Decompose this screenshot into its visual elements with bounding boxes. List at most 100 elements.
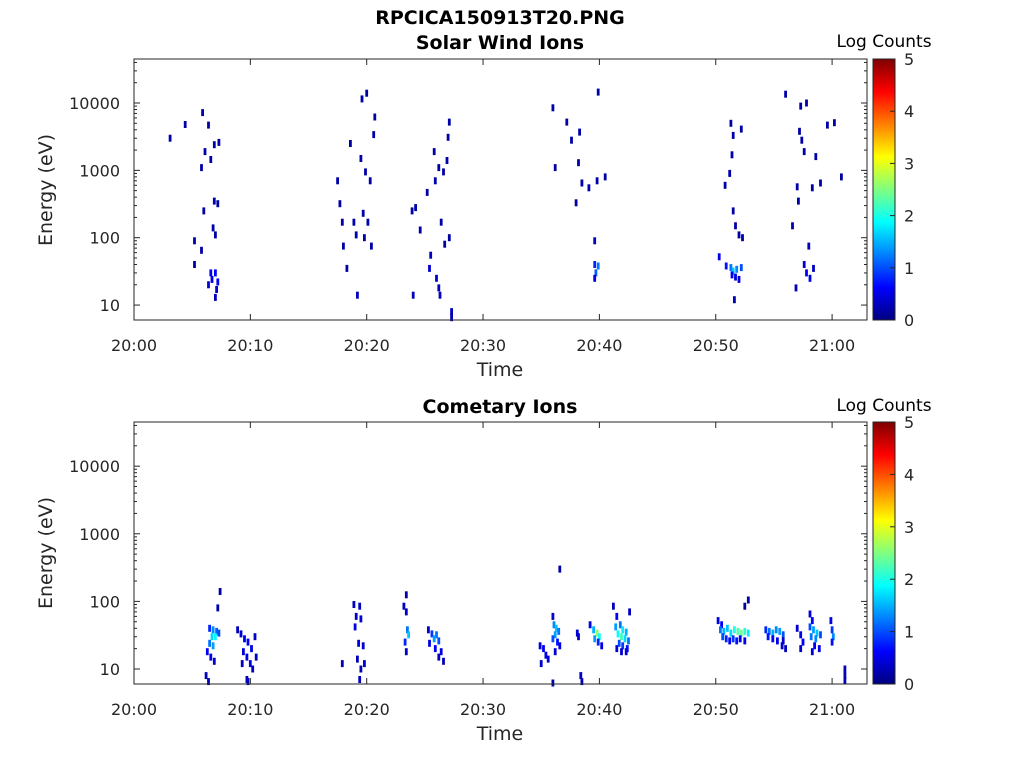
heatmap-cell	[593, 261, 597, 268]
heatmap-cell	[432, 148, 436, 156]
heatmap-cell	[805, 99, 808, 107]
x-tick-label: 20:10	[227, 336, 273, 355]
heatmap-cell	[735, 265, 739, 273]
heatmap-cell	[778, 627, 782, 635]
heatmap-cell	[808, 623, 812, 631]
heatmap-cell	[435, 274, 438, 282]
heatmap-cell	[202, 207, 206, 215]
heatmap-cell	[201, 109, 204, 117]
heatmap-cell	[580, 179, 584, 187]
heatmap-cell	[600, 642, 604, 650]
heatmap-cell	[743, 602, 747, 610]
colorbar-tick-label: 0	[904, 311, 914, 330]
heatmap-cell	[588, 621, 592, 629]
heatmap-cell	[814, 153, 818, 161]
heatmap-cell	[730, 271, 734, 279]
heatmap-cell	[830, 638, 834, 646]
heatmap-cell	[826, 121, 829, 129]
heatmap-cell	[209, 269, 213, 277]
heatmap-cell	[539, 660, 543, 668]
heatmap-cell	[737, 275, 741, 283]
heatmap-cell	[802, 148, 806, 156]
colorbar-ticks: 0 1 2 3 4 5	[890, 413, 914, 694]
heatmap-cell	[430, 630, 434, 638]
heatmap-cell	[368, 177, 372, 185]
heatmap-cell	[248, 660, 252, 668]
heatmap-cell	[218, 588, 222, 595]
heatmap-cell	[363, 234, 366, 242]
heatmap-cell	[810, 648, 814, 656]
heatmap-cell	[207, 121, 210, 129]
heatmap-cell	[356, 291, 359, 299]
heatmap-cell	[214, 633, 217, 641]
heatmap-cell	[435, 631, 438, 639]
x-ticks: 20:00 20:10 20:20 20:30 20:40 20:50 21:00	[111, 422, 855, 719]
heatmap-cell	[404, 608, 408, 616]
heatmap-cell	[593, 237, 597, 245]
x-tick-label: 20:30	[460, 700, 506, 719]
heatmap-cell	[593, 274, 597, 282]
heatmap-cell	[210, 275, 214, 283]
heatmap-cell	[776, 637, 779, 645]
heatmap-cell	[833, 119, 836, 127]
heatmap-cell	[799, 645, 803, 653]
heatmap-cell	[721, 633, 725, 641]
heatmap-cell	[428, 264, 431, 272]
heatmap-cell	[193, 237, 196, 245]
heatmap-cell	[450, 314, 453, 322]
heatmap-cell	[558, 565, 562, 573]
heatmap-cell	[729, 264, 733, 272]
heatmap-cell	[819, 179, 822, 187]
heatmap-cell	[616, 630, 620, 638]
heatmap-cell	[723, 181, 727, 189]
heatmap-cell	[771, 635, 775, 643]
heatmap-cell	[805, 269, 808, 277]
heatmap-cell	[593, 635, 597, 643]
heatmap-cell	[733, 296, 736, 304]
heatmap-cell	[242, 648, 245, 656]
heatmap-cell	[183, 121, 187, 128]
heatmap-cell	[771, 629, 775, 637]
x-tick-label: 20:50	[693, 700, 739, 719]
y-tick-label: 10	[100, 296, 120, 315]
heatmap-cell	[354, 231, 358, 239]
heatmap-cell	[538, 642, 542, 650]
heatmap-cell	[546, 655, 550, 663]
x-tick-label: 20:50	[693, 336, 739, 355]
heatmap-cell	[361, 209, 365, 217]
plot-frame	[133, 58, 868, 321]
heatmap-cell	[739, 125, 743, 133]
heatmap-cell	[216, 200, 220, 208]
heatmap-cell	[726, 624, 729, 632]
heatmap-cell	[236, 626, 239, 634]
heatmap-cell	[360, 95, 364, 103]
y-tick-label: 100	[89, 592, 120, 611]
plot-frame	[133, 421, 868, 685]
heatmap-cell	[200, 246, 203, 254]
heatmap-cell	[246, 678, 250, 686]
heatmap-cell	[246, 638, 250, 646]
heatmap-cell	[612, 602, 615, 610]
heatmap-cell	[719, 626, 722, 634]
heatmap-cell	[240, 660, 244, 668]
colorbar-tick-label: 5	[904, 413, 914, 432]
heatmap-cell	[358, 602, 362, 610]
heatmap-cell	[553, 631, 557, 639]
heatmap-cell	[799, 631, 803, 639]
colorbar-tick-label: 5	[904, 50, 914, 69]
heatmap-cell	[570, 136, 573, 144]
heatmap-cell	[544, 651, 548, 659]
heatmap-cell	[623, 635, 627, 643]
heatmap-cell	[212, 197, 216, 205]
x-tick-label: 20:20	[344, 336, 390, 355]
heatmap-cell	[359, 615, 363, 623]
colorbar-label: Log Counts	[836, 32, 931, 52]
heatmap-cell	[808, 274, 812, 282]
plot-area	[134, 422, 867, 684]
heatmap-cell	[784, 90, 787, 98]
heatmap-cell	[737, 231, 741, 239]
heatmap-cell	[729, 629, 733, 637]
heatmap-cell	[746, 596, 750, 604]
heatmap-cell	[353, 623, 357, 631]
heatmap-cell	[554, 624, 558, 632]
